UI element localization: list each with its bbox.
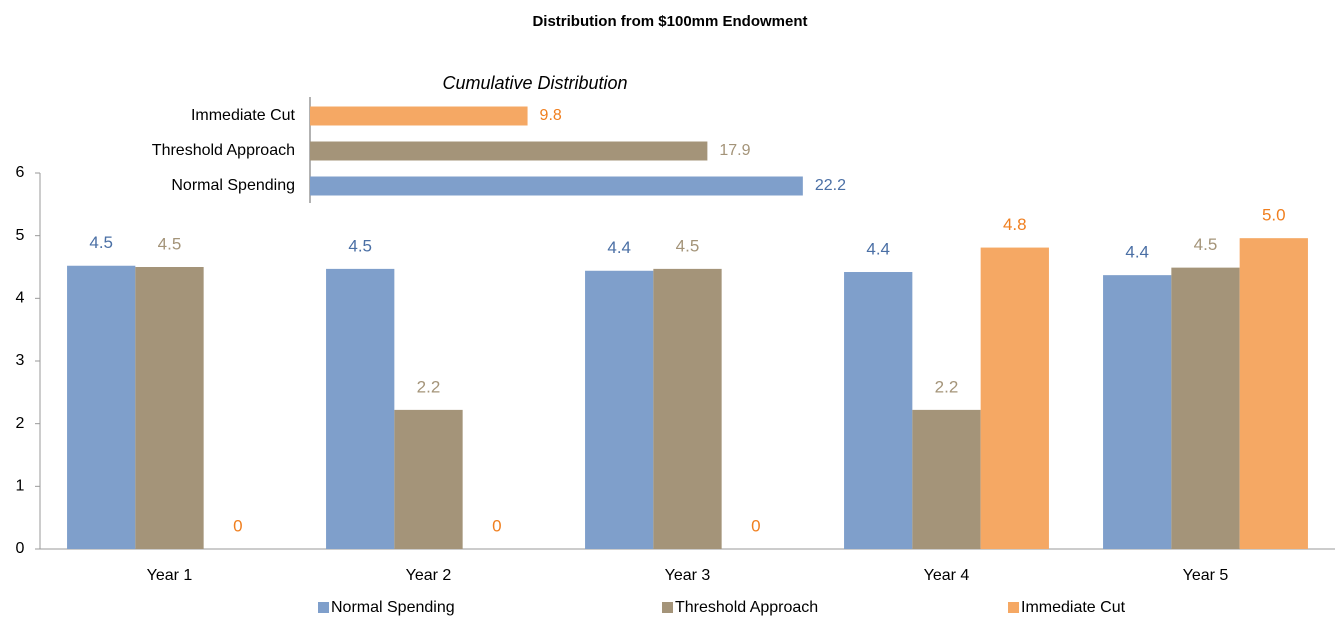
bar [310, 141, 708, 161]
data-label: 0 [233, 516, 242, 535]
bar [310, 106, 528, 126]
x-tick-label: Year 2 [406, 567, 452, 584]
data-label: 4.4 [866, 239, 890, 258]
data-label: 0 [492, 516, 501, 535]
legend-swatch [318, 602, 329, 613]
data-label: 4.5 [1194, 235, 1218, 254]
y-tick-label: 6 [16, 164, 25, 181]
legend-label: Threshold Approach [675, 599, 818, 616]
y-tick-label: 3 [16, 352, 25, 369]
bar [67, 265, 136, 549]
category-label: Immediate Cut [191, 107, 296, 124]
data-label: 4.5 [676, 236, 700, 255]
data-label: 17.9 [719, 142, 750, 159]
y-tick-label: 4 [16, 290, 25, 307]
bar [1171, 267, 1240, 549]
legend-swatch [1008, 602, 1019, 613]
data-label: 0 [751, 516, 760, 535]
bar [310, 176, 803, 196]
chart-title: Distribution from $100mm Endowment [532, 13, 807, 30]
data-label: 4.8 [1003, 215, 1027, 234]
bar [912, 409, 981, 549]
data-label: 4.5 [158, 234, 182, 253]
bar [653, 268, 722, 549]
y-tick-label: 1 [16, 478, 25, 495]
legend-swatch [662, 602, 673, 613]
x-tick-label: Year 4 [924, 567, 970, 584]
data-label: 2.2 [935, 377, 959, 396]
data-label: 5.0 [1262, 206, 1286, 225]
y-tick-label: 0 [16, 540, 25, 557]
bar [326, 268, 395, 549]
y-tick-label: 5 [16, 227, 25, 244]
x-tick-label: Year 1 [147, 567, 193, 584]
data-label: 9.8 [540, 107, 562, 124]
category-label: Normal Spending [171, 177, 295, 194]
x-tick-label: Year 5 [1183, 567, 1229, 584]
bar [844, 272, 913, 549]
bar [1103, 275, 1172, 549]
data-label: 4.5 [89, 233, 113, 252]
data-label: 4.4 [607, 238, 631, 257]
legend-label: Immediate Cut [1021, 599, 1126, 616]
y-tick-label: 2 [16, 415, 25, 432]
legend-label: Normal Spending [331, 599, 455, 616]
bar [135, 267, 204, 549]
bar [980, 247, 1049, 549]
bar [585, 270, 654, 549]
data-label: 4.4 [1125, 243, 1149, 262]
bar [394, 409, 463, 549]
category-label: Threshold Approach [152, 142, 295, 159]
x-tick-label: Year 3 [665, 567, 711, 584]
data-label: 2.2 [417, 377, 441, 396]
bar [1239, 238, 1308, 549]
inset-title: Cumulative Distribution [442, 73, 627, 93]
data-label: 4.5 [348, 236, 372, 255]
data-label: 22.2 [815, 177, 846, 194]
